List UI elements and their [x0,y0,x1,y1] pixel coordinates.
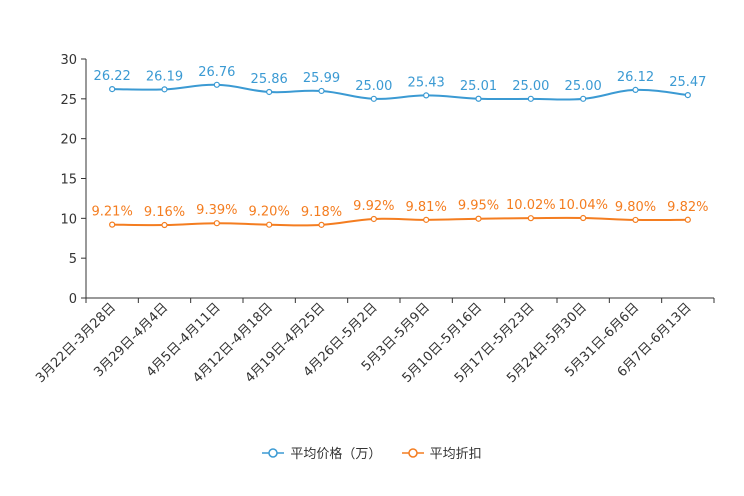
data-point [109,221,116,228]
data-label: 9.18% [301,205,342,220]
data-label: 25.99 [303,71,340,86]
data-point [318,221,325,228]
legend-line-circle-icon [401,447,424,458]
data-label: 26.22 [94,69,131,84]
data-point [475,95,482,102]
data-point [213,220,220,227]
data-point [370,95,377,102]
chart-legend: 平均价格（万） 平均折扣 [0,443,744,463]
data-label: 9.20% [249,205,290,220]
data-point [632,86,639,94]
data-label: 9.16% [144,205,185,220]
data-label: 25.00 [355,79,392,94]
data-point [527,215,534,222]
y-tick-label: 20 [60,133,77,148]
y-tick-label: 25 [60,93,77,108]
data-label: 9.39% [196,203,237,218]
series-line-discount [112,216,688,227]
data-point [161,86,168,93]
data-point [423,92,430,99]
data-label: 9.95% [458,199,499,214]
data-label: 10.02% [506,198,556,213]
data-label: 9.21% [92,205,133,220]
data-point [475,215,482,222]
data-label: 25.00 [512,79,549,94]
legend-line-circle-icon [262,447,285,458]
data-label: 25.00 [565,79,602,94]
data-point [684,91,691,99]
y-tick-label: 10 [60,212,77,227]
data-label: 9.81% [406,200,447,215]
legend-item-discount[interactable]: 平均折扣 [401,443,482,462]
y-tick-label: 0 [69,292,77,307]
data-label: 9.92% [353,199,394,214]
data-point [423,216,430,223]
data-label: 25.47 [669,75,706,90]
data-point [266,88,273,96]
data-point [580,95,587,102]
data-point [109,86,116,93]
legend-label-discount: 平均折扣 [429,447,482,462]
data-label: 26.12 [617,70,654,85]
y-tick-label: 5 [69,252,77,267]
data-label: 25.43 [408,75,445,90]
legend-item-price[interactable]: 平均价格（万） [262,443,381,462]
data-point [632,216,639,224]
data-label: 26.76 [198,65,235,80]
series-line-price [112,83,688,101]
data-label: 25.86 [251,72,288,87]
y-tick-label: 30 [60,53,77,68]
data-point [370,215,377,223]
data-label: 9.82% [667,200,708,215]
data-point [213,81,220,88]
data-point [580,214,587,222]
data-label: 9.80% [615,200,656,215]
data-label: 26.19 [146,69,183,84]
data-point [161,221,168,229]
data-point [266,221,273,228]
data-point [318,87,325,95]
data-label: 10.04% [558,198,608,213]
data-label: 25.01 [460,79,497,94]
legend-label-price: 平均价格（万） [290,447,382,462]
data-point [684,216,691,223]
data-point [527,95,534,102]
y-tick-label: 15 [60,173,77,188]
